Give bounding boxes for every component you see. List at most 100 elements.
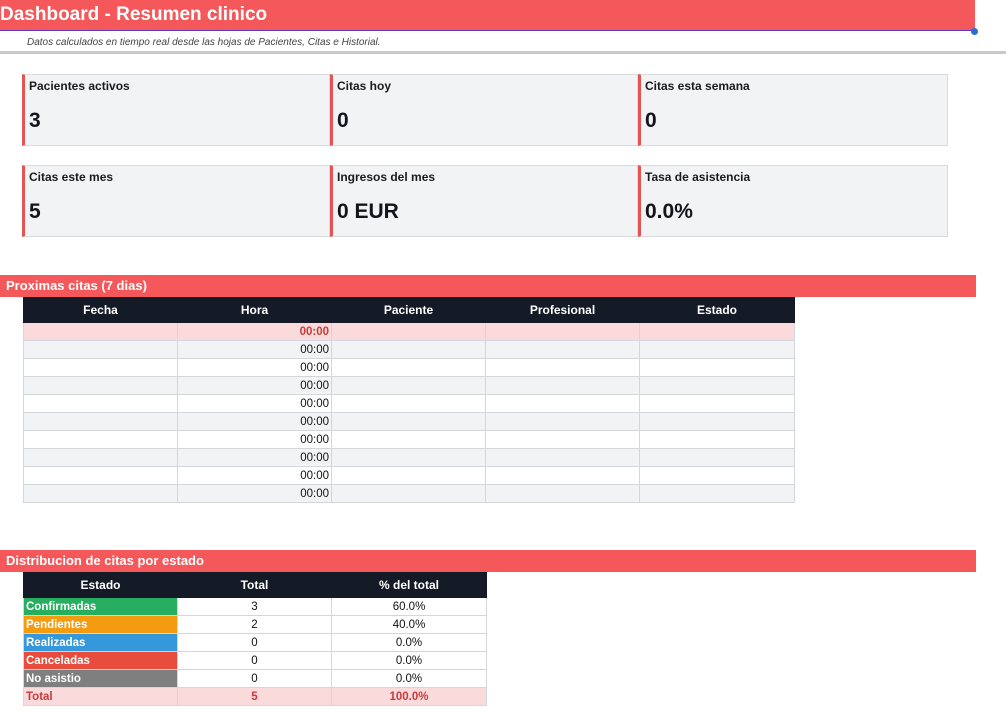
- status-label[interactable]: Pendientes: [23, 615, 178, 634]
- status-total-row[interactable]: Total 5 100.0%: [23, 687, 487, 706]
- section-header-distribution[interactable]: Distribucion de citas por estado: [0, 550, 976, 572]
- kpi-card-tasa-asistencia[interactable]: Tasa de asistencia 0.0%: [638, 165, 948, 237]
- cell-estado[interactable]: [639, 484, 795, 503]
- cell-paciente[interactable]: [331, 484, 486, 503]
- cell-hora[interactable]: 00:00: [177, 376, 332, 395]
- status-pct[interactable]: 60.0%: [331, 597, 487, 616]
- column-header-total[interactable]: Total: [177, 572, 332, 598]
- cell-profesional[interactable]: [485, 412, 640, 431]
- column-header-fecha[interactable]: Fecha: [23, 297, 178, 323]
- cell-paciente[interactable]: [331, 376, 486, 395]
- total-label[interactable]: Total: [23, 687, 178, 706]
- cell-hora[interactable]: 00:00: [177, 340, 332, 359]
- status-row-pendientes[interactable]: Pendientes 2 40.0%: [23, 615, 487, 634]
- column-header-estado[interactable]: Estado: [639, 297, 795, 323]
- cell-profesional[interactable]: [485, 358, 640, 377]
- cell-paciente[interactable]: [331, 340, 486, 359]
- cell-fecha[interactable]: [23, 322, 178, 341]
- cell-profesional[interactable]: [485, 430, 640, 449]
- status-row-realizadas[interactable]: Realizadas 0 0.0%: [23, 633, 487, 652]
- cell-fecha[interactable]: [23, 466, 178, 485]
- cell-paciente[interactable]: [331, 358, 486, 377]
- status-total[interactable]: 0: [177, 669, 332, 688]
- status-pct[interactable]: 0.0%: [331, 651, 487, 670]
- kpi-card-ingresos-mes[interactable]: Ingresos del mes 0 EUR: [330, 165, 638, 237]
- cell-fecha[interactable]: [23, 484, 178, 503]
- kpi-card-citas-semana[interactable]: Citas esta semana 0: [638, 74, 948, 146]
- cell-fecha[interactable]: [23, 394, 178, 413]
- cell-paciente[interactable]: [331, 394, 486, 413]
- table-row[interactable]: 00:00: [23, 358, 795, 377]
- cell-hora[interactable]: 00:00: [177, 394, 332, 413]
- cell-paciente[interactable]: [331, 322, 486, 341]
- column-header-estado[interactable]: Estado: [23, 572, 178, 598]
- cell-profesional[interactable]: [485, 394, 640, 413]
- status-row-no-asistio[interactable]: No asistio 0 0.0%: [23, 669, 487, 688]
- status-total[interactable]: 3: [177, 597, 332, 616]
- column-header-profesional[interactable]: Profesional: [485, 297, 640, 323]
- cell-fecha[interactable]: [23, 376, 178, 395]
- cell-profesional[interactable]: [485, 340, 640, 359]
- status-pct[interactable]: 0.0%: [331, 669, 487, 688]
- column-header-hora[interactable]: Hora: [177, 297, 332, 323]
- status-row-confirmadas[interactable]: Confirmadas 3 60.0%: [23, 597, 487, 616]
- cell-estado[interactable]: [639, 394, 795, 413]
- table-row[interactable]: 00:00: [23, 484, 795, 503]
- cell-estado[interactable]: [639, 448, 795, 467]
- cell-estado[interactable]: [639, 322, 795, 341]
- cell-hora[interactable]: 00:00: [177, 466, 332, 485]
- table-row[interactable]: 00:00: [23, 466, 795, 485]
- column-header-paciente[interactable]: Paciente: [331, 297, 486, 323]
- status-total[interactable]: 0: [177, 651, 332, 670]
- cell-estado[interactable]: [639, 358, 795, 377]
- column-header-pct[interactable]: % del total: [331, 572, 487, 598]
- cell-paciente[interactable]: [331, 412, 486, 431]
- kpi-card-citas-mes[interactable]: Citas este mes 5: [22, 165, 330, 237]
- cell-profesional[interactable]: [485, 376, 640, 395]
- cell-hora[interactable]: 00:00: [177, 484, 332, 503]
- status-label[interactable]: No asistio: [23, 669, 178, 688]
- cell-paciente[interactable]: [331, 448, 486, 467]
- cell-hora[interactable]: 00:00: [177, 358, 332, 377]
- cell-estado[interactable]: [639, 430, 795, 449]
- cell-paciente[interactable]: [331, 466, 486, 485]
- table-row[interactable]: 00:00: [23, 412, 795, 431]
- cell-paciente[interactable]: [331, 430, 486, 449]
- kpi-card-pacientes-activos[interactable]: Pacientes activos 3: [22, 74, 330, 146]
- cell-hora[interactable]: 00:00: [177, 430, 332, 449]
- cell-profesional[interactable]: [485, 322, 640, 341]
- cell-hora[interactable]: 00:00: [177, 322, 332, 341]
- cell-hora[interactable]: 00:00: [177, 412, 332, 431]
- table-row[interactable]: 00:00: [23, 430, 795, 449]
- cell-profesional[interactable]: [485, 448, 640, 467]
- table-row[interactable]: 00:00: [23, 322, 795, 341]
- cell-estado[interactable]: [639, 466, 795, 485]
- table-row[interactable]: 00:00: [23, 340, 795, 359]
- table-row[interactable]: 00:00: [23, 394, 795, 413]
- status-label[interactable]: Canceladas: [23, 651, 178, 670]
- cell-profesional[interactable]: [485, 484, 640, 503]
- status-pct[interactable]: 40.0%: [331, 615, 487, 634]
- table-row[interactable]: 00:00: [23, 448, 795, 467]
- cell-profesional[interactable]: [485, 466, 640, 485]
- status-row-canceladas[interactable]: Canceladas 0 0.0%: [23, 651, 487, 670]
- status-total[interactable]: 0: [177, 633, 332, 652]
- cell-fecha[interactable]: [23, 358, 178, 377]
- status-pct[interactable]: 0.0%: [331, 633, 487, 652]
- status-label[interactable]: Realizadas: [23, 633, 178, 652]
- status-label[interactable]: Confirmadas: [23, 597, 178, 616]
- kpi-card-citas-hoy[interactable]: Citas hoy 0: [330, 74, 638, 146]
- table-row[interactable]: 00:00: [23, 376, 795, 395]
- total-count[interactable]: 5: [177, 687, 332, 706]
- cell-estado[interactable]: [639, 340, 795, 359]
- cell-fecha[interactable]: [23, 412, 178, 431]
- cell-estado[interactable]: [639, 412, 795, 431]
- cell-hora[interactable]: 00:00: [177, 448, 332, 467]
- total-pct[interactable]: 100.0%: [331, 687, 487, 706]
- section-header-upcoming[interactable]: Proximas citas (7 dias): [0, 275, 976, 297]
- cell-fecha[interactable]: [23, 430, 178, 449]
- status-total[interactable]: 2: [177, 615, 332, 634]
- selection-handle[interactable]: [971, 28, 978, 35]
- cell-fecha[interactable]: [23, 448, 178, 467]
- cell-fecha[interactable]: [23, 340, 178, 359]
